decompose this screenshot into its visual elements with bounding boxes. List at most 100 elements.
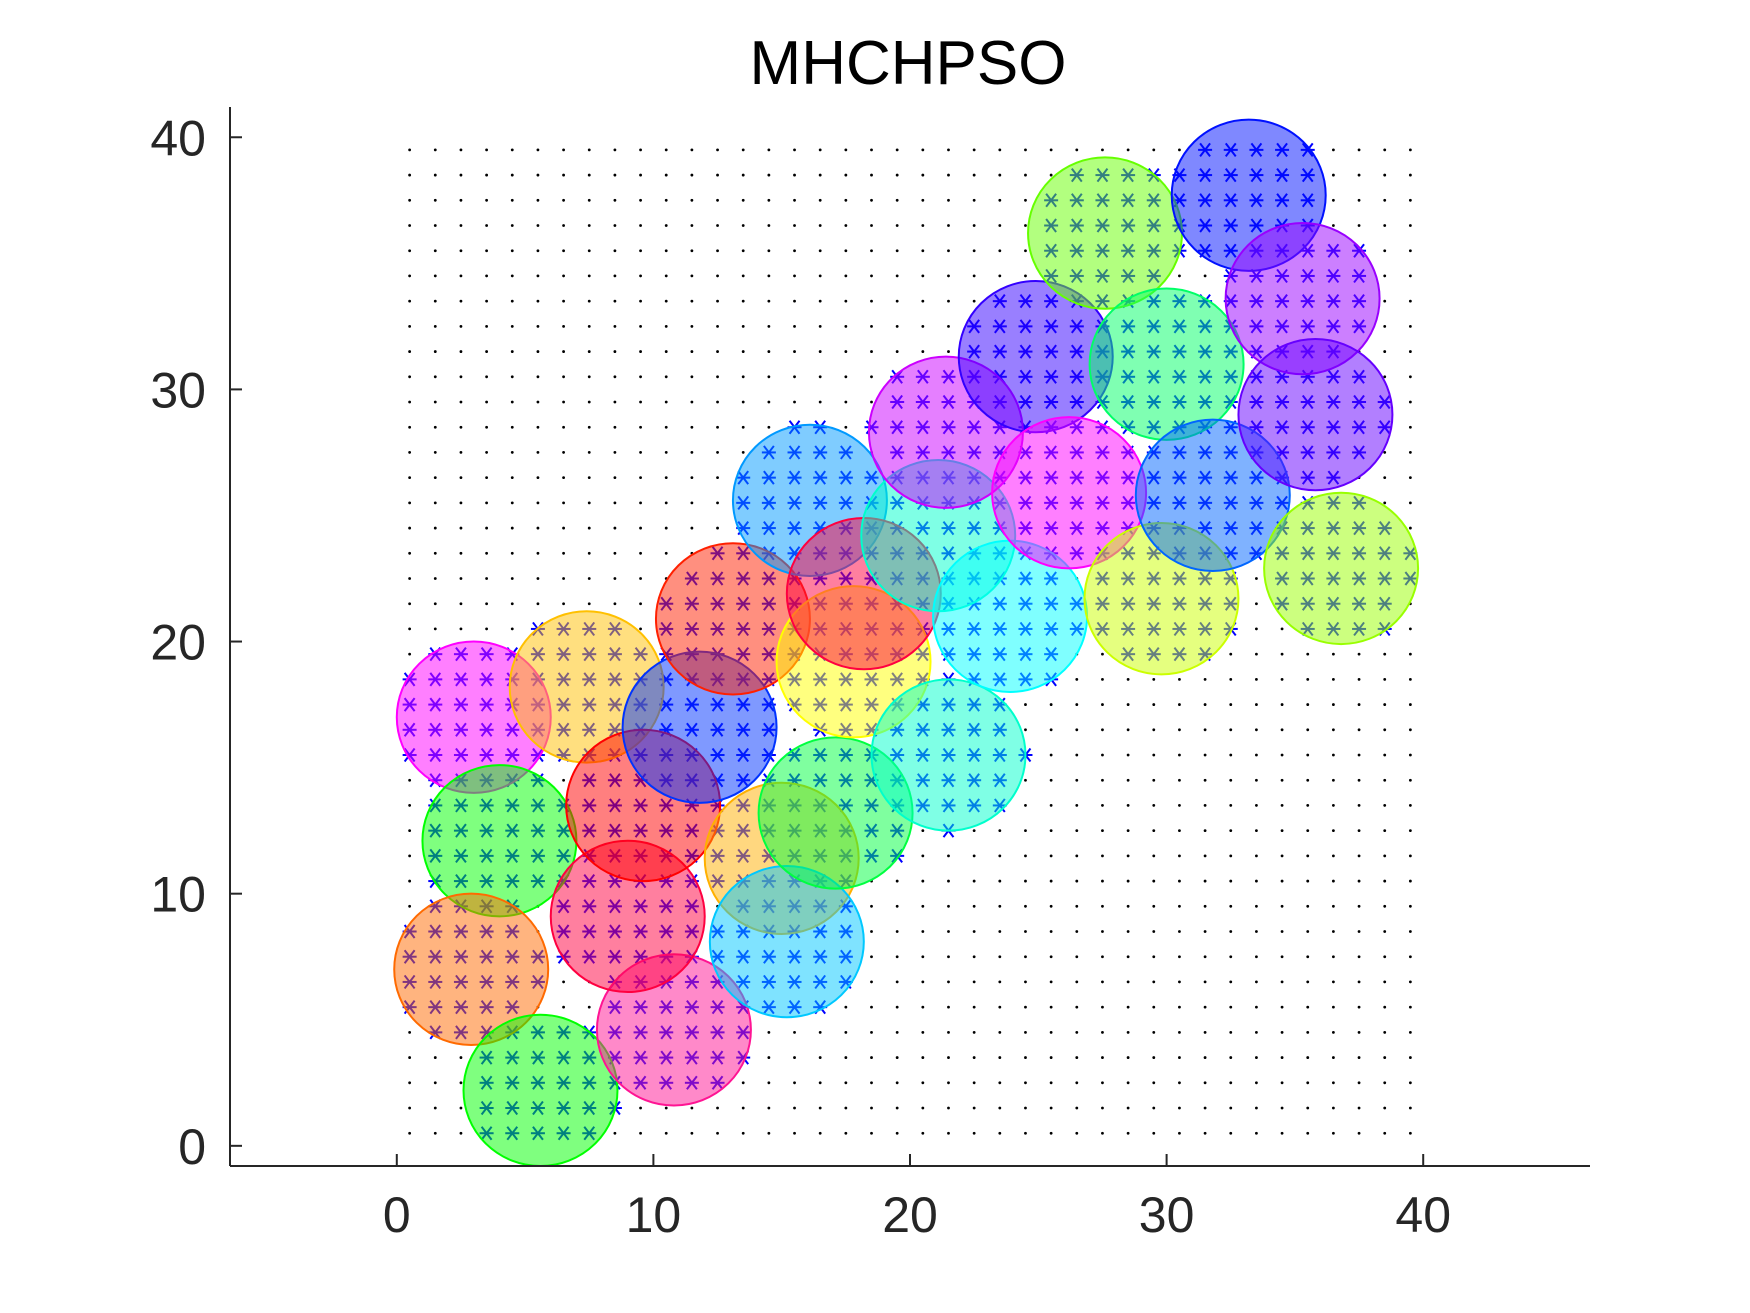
grid-point	[1203, 879, 1207, 883]
grid-point	[433, 551, 437, 555]
grid-point	[485, 451, 489, 454]
grid-point	[459, 1131, 463, 1135]
grid-point	[639, 476, 642, 480]
grid-point	[870, 198, 873, 202]
grid-point	[1408, 804, 1412, 807]
grid-point	[613, 350, 617, 353]
grid-point	[1306, 1106, 1310, 1110]
grid-point	[408, 577, 412, 580]
grid-point	[1408, 526, 1412, 530]
grid-point	[536, 451, 540, 454]
grid-point	[1357, 703, 1361, 706]
grid-point	[921, 1106, 925, 1110]
grid-point	[1075, 728, 1079, 732]
grid-point	[1203, 904, 1207, 908]
grid-point	[485, 577, 489, 580]
y-tick-label: 30	[150, 362, 206, 418]
grid-point	[1383, 703, 1387, 706]
grid-point	[1357, 173, 1361, 177]
grid-point	[1357, 1056, 1361, 1059]
grid-point	[1126, 677, 1130, 681]
grid-point	[1049, 1056, 1053, 1059]
grid-point	[947, 249, 950, 253]
grid-point	[408, 1056, 412, 1059]
grid-point	[1280, 1005, 1284, 1009]
grid-point	[1203, 703, 1207, 706]
grid-point	[1178, 778, 1181, 782]
grid-point	[998, 224, 1002, 227]
grid-point	[921, 829, 925, 833]
grid-point	[485, 324, 489, 328]
grid-point	[767, 1030, 771, 1034]
grid-point	[433, 1056, 437, 1059]
grid-point	[1126, 854, 1130, 858]
grid-point	[998, 1056, 1002, 1059]
grid-point	[510, 249, 514, 253]
grid-point	[844, 425, 848, 429]
grid-point	[485, 551, 489, 555]
grid-point	[1331, 753, 1335, 757]
grid-point	[562, 324, 565, 328]
grid-point	[1203, 1131, 1207, 1135]
grid-point	[1306, 677, 1310, 681]
y-tick-label: 10	[150, 867, 206, 923]
grid-point	[562, 476, 565, 480]
grid-point	[1306, 1005, 1310, 1009]
grid-point	[716, 198, 719, 202]
grid-point	[972, 249, 976, 253]
grid-point	[639, 274, 642, 278]
grid-point	[818, 375, 822, 379]
grid-point	[870, 955, 873, 959]
grid-point	[613, 476, 617, 480]
grid-point	[1357, 148, 1361, 152]
grid-point	[998, 1005, 1002, 1009]
grid-point	[870, 1056, 873, 1059]
grid-point	[408, 249, 412, 253]
grid-point	[741, 350, 745, 353]
grid-point	[1255, 778, 1258, 782]
grid-point	[1280, 728, 1284, 732]
grid-point	[1229, 1030, 1233, 1034]
grid-point	[1075, 829, 1079, 833]
grid-point	[1306, 854, 1310, 858]
grid-point	[459, 425, 463, 429]
grid-point	[1408, 425, 1412, 429]
grid-point	[1178, 804, 1181, 807]
grid-point	[664, 451, 668, 454]
grid-point	[1101, 904, 1104, 908]
grid-point	[870, 224, 873, 227]
grid-point	[1049, 879, 1053, 883]
grid-point	[1024, 148, 1027, 152]
grid-point	[1024, 1081, 1027, 1085]
grid-point	[1049, 930, 1053, 933]
grid-point	[536, 173, 540, 177]
grid-point	[587, 249, 591, 253]
grid-point	[1203, 677, 1207, 681]
grid-point	[1280, 854, 1284, 858]
sensor-circle	[462, 1013, 619, 1168]
grid-point	[433, 350, 437, 353]
grid-point	[767, 350, 771, 353]
grid-point	[1049, 1081, 1053, 1085]
grid-point	[947, 854, 950, 858]
grid-point	[1306, 930, 1310, 933]
grid-point	[844, 249, 848, 253]
grid-point	[1383, 804, 1387, 807]
grid-point	[1049, 173, 1053, 177]
grid-point	[459, 526, 463, 530]
grid-point	[921, 198, 925, 202]
grid-point	[459, 224, 463, 227]
grid-point	[1203, 980, 1207, 984]
grid-point	[793, 324, 796, 328]
grid-point	[1383, 198, 1387, 202]
grid-point	[1408, 677, 1412, 681]
grid-point	[818, 249, 822, 253]
grid-point	[1049, 1030, 1053, 1034]
grid-point	[1152, 930, 1156, 933]
grid-point	[844, 375, 848, 379]
grid-point	[1255, 1005, 1258, 1009]
grid-point	[1049, 753, 1053, 757]
grid-point	[921, 1081, 925, 1085]
grid-point	[690, 400, 694, 404]
grid-point	[947, 1131, 950, 1135]
